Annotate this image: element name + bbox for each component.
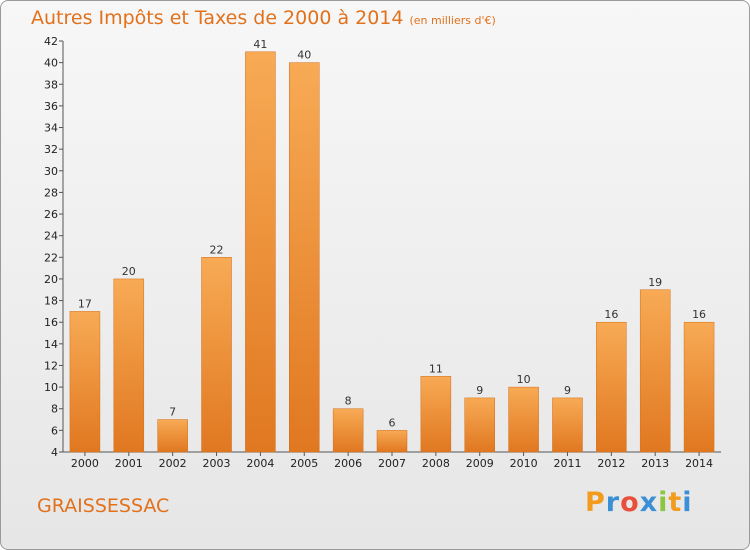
y-tick-label: 26 [44, 208, 58, 221]
proxiti-logo: Proxiti [585, 487, 693, 518]
x-tick-label: 2003 [203, 457, 231, 470]
bar [508, 386, 539, 453]
x-tick-label: 2010 [510, 457, 538, 470]
x-tick-label: 2002 [159, 457, 187, 470]
x-tick-label: 2008 [422, 457, 450, 470]
x-tick-label: 2012 [597, 457, 625, 470]
y-tick-label: 42 [44, 35, 58, 48]
logo-letter: t [668, 487, 683, 518]
bar [596, 321, 627, 453]
bar [464, 397, 495, 453]
commune-name: GRAISSESSAC [37, 495, 170, 517]
x-tick-label: 2007 [378, 457, 406, 470]
bar [683, 321, 715, 453]
bar-value-label: 17 [78, 297, 92, 310]
y-tick-label: 36 [44, 100, 58, 113]
bar [420, 376, 452, 453]
title-block: Autres Impôts et Taxes de 2000 à 2014 (en… [31, 7, 496, 29]
bar-value-label: 9 [476, 384, 483, 397]
x-tick-label: 2013 [641, 457, 669, 470]
x-tick-label: 2014 [685, 457, 713, 470]
y-tick-label: 22 [44, 251, 58, 264]
logo-letter: i [658, 487, 669, 518]
y-tick-label: 28 [44, 186, 58, 199]
bar [69, 311, 101, 453]
x-tick-label: 2011 [553, 457, 581, 470]
bar-value-label: 40 [297, 49, 311, 62]
x-tick-label: 2001 [115, 457, 143, 470]
x-tick-label: 2009 [466, 457, 494, 470]
bar-value-label: 10 [517, 373, 531, 386]
y-tick-label: 34 [44, 122, 58, 135]
bar [552, 397, 583, 453]
x-tick-label: 2005 [290, 457, 318, 470]
y-tick-label: 38 [44, 78, 58, 91]
logo-letter: i [682, 487, 693, 518]
chart-title: Autres Impôts et Taxes de 2000 à 2014 [31, 7, 404, 29]
bars: 17 20 7 22 41 40 8 6 11 9 10 9 16 19 16 [69, 38, 715, 453]
bar-value-label: 20 [122, 265, 136, 278]
bar [376, 430, 408, 453]
x-tick-label: 2006 [334, 457, 362, 470]
y-tick-label: 24 [44, 230, 58, 243]
y-tick-label: 32 [44, 143, 58, 156]
logo-letter: P [585, 487, 606, 518]
x-tick-label: 2000 [71, 457, 99, 470]
y-tick-label: 30 [44, 165, 58, 178]
bar [245, 51, 276, 453]
y-tick-label: 40 [44, 57, 58, 70]
y-tick-label: 10 [44, 381, 58, 394]
y-tick-label: 20 [44, 273, 58, 286]
logo-letter: r [605, 487, 621, 518]
y-tick-label: 8 [51, 403, 58, 416]
bar [113, 278, 145, 453]
bar-value-label: 16 [692, 308, 706, 321]
bar [639, 289, 671, 453]
y-tick-label: 12 [44, 359, 58, 372]
y-tick-label: 4 [51, 446, 58, 459]
bar-value-label: 41 [253, 38, 267, 51]
bar-value-label: 9 [564, 384, 571, 397]
y-tick-label: 6 [51, 424, 58, 437]
x-tick-label: 2004 [246, 457, 274, 470]
bar-value-label: 8 [345, 395, 352, 408]
logo-letter: x [639, 487, 659, 518]
bar-value-label: 6 [389, 416, 396, 429]
y-tick-label: 16 [44, 316, 58, 329]
bar-value-label: 7 [169, 406, 176, 419]
y-tick-label: 18 [44, 295, 58, 308]
bar-value-label: 22 [210, 243, 224, 256]
bar [332, 408, 364, 453]
y-tick-label: 14 [44, 338, 58, 351]
bar-value-label: 16 [604, 308, 618, 321]
bar [289, 62, 320, 453]
logo-letter: o [620, 487, 640, 518]
bar-value-label: 19 [648, 276, 662, 289]
chart-unit: (en milliers d'€) [409, 14, 496, 27]
bar [201, 257, 232, 453]
bar [157, 419, 188, 453]
bar-value-label: 11 [429, 362, 443, 375]
